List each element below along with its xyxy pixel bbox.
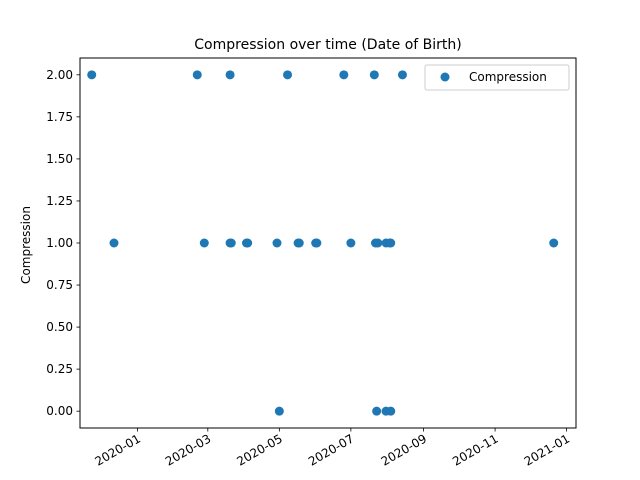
x-tick-label: 2021-01 xyxy=(522,431,572,468)
y-tick-label: 1.00 xyxy=(46,236,73,250)
data-point xyxy=(339,70,349,80)
data-point xyxy=(346,238,356,248)
data-point xyxy=(372,406,382,416)
x-tick-label: 2020-09 xyxy=(379,431,429,468)
y-tick-label: 0.50 xyxy=(46,320,73,334)
y-tick-label: 0.25 xyxy=(46,362,73,376)
data-point xyxy=(199,238,209,248)
y-tick-label: 0.00 xyxy=(46,404,73,418)
legend-marker xyxy=(440,72,450,82)
data-point xyxy=(549,238,559,248)
data-point xyxy=(397,70,407,80)
data-point xyxy=(225,70,235,80)
chart-title: Compression over time (Date of Birth) xyxy=(194,37,461,53)
data-point xyxy=(386,406,396,416)
data-point xyxy=(312,238,322,248)
data-point xyxy=(226,238,236,248)
data-point xyxy=(274,406,284,416)
x-tick-label: 2020-03 xyxy=(163,431,213,468)
x-tick-label: 2020-07 xyxy=(306,431,356,468)
data-point xyxy=(243,238,253,248)
data-point xyxy=(87,70,97,80)
x-tick-label: 2020-05 xyxy=(234,431,284,468)
y-tick-label: 1.75 xyxy=(46,110,73,124)
data-point xyxy=(373,238,383,248)
data-point xyxy=(386,238,396,248)
x-axis: 2020-01 2020-03 2020-05 2020-07 2020-09 2020-… xyxy=(93,428,572,469)
y-tick-label: 2.00 xyxy=(46,68,73,82)
data-point xyxy=(109,238,119,248)
data-points xyxy=(87,70,559,416)
x-tick-label: 2020-11 xyxy=(450,431,500,468)
legend: Compression xyxy=(424,64,570,91)
y-tick-label: 1.50 xyxy=(46,152,73,166)
y-axis: 0.00 0.25 0.50 0.75 1.00 1.25 1.50 1.75 2.00 xyxy=(46,68,80,418)
y-tick-label: 1.25 xyxy=(46,194,73,208)
data-point xyxy=(369,70,379,80)
data-point xyxy=(272,238,282,248)
y-tick-label: 0.75 xyxy=(46,278,73,292)
plot-area-frame xyxy=(79,57,577,429)
legend-label: Compression xyxy=(469,70,547,84)
data-point xyxy=(192,70,202,80)
y-axis-label: Compression xyxy=(19,206,33,284)
data-point xyxy=(283,70,293,80)
data-point xyxy=(294,238,304,248)
legend-box xyxy=(424,64,570,91)
x-tick-label: 2020-01 xyxy=(93,431,143,468)
